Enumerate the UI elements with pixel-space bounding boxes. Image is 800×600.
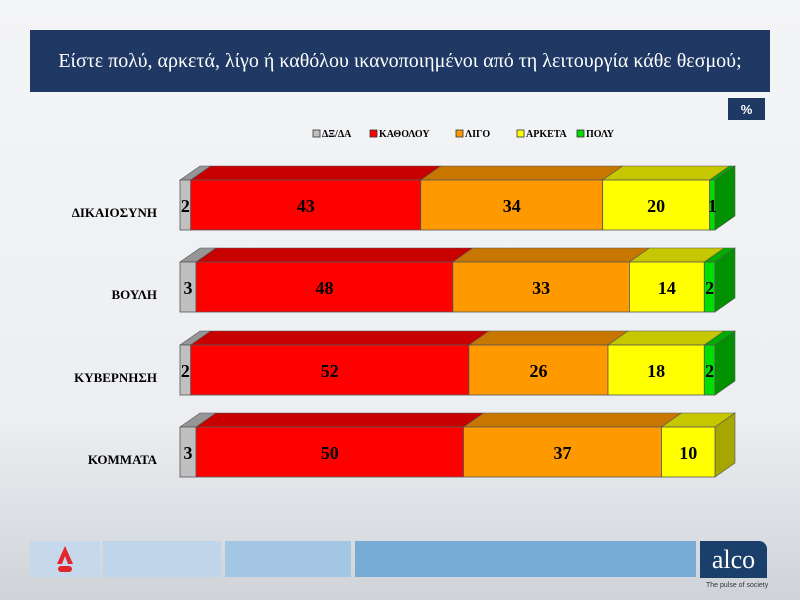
bar-top-face: [451, 247, 651, 263]
data-label: 14: [658, 278, 676, 298]
page-title: Είστε πολύ, αρκετά, λίγο ή καθόλου ικανο…: [30, 30, 770, 92]
legend-label: ΛΙΓΟ: [465, 129, 490, 140]
bar-segment: [602, 179, 711, 231]
bar-top-face: [189, 165, 442, 181]
data-label: 2: [181, 361, 190, 381]
bar-segment: [661, 426, 716, 478]
bar-segment: [629, 261, 705, 313]
unit-badge: %: [728, 98, 765, 120]
data-label: 43: [297, 196, 315, 216]
alpha-logo-icon: [57, 546, 73, 572]
bar-top-face: [195, 412, 485, 428]
bar-segment: [190, 179, 422, 231]
category-label: ΚΟΜΜΑΤΑ: [88, 452, 158, 467]
legend-label: ΑΡΚΕΤΑ: [526, 129, 567, 140]
category-label: ΚΥΒΕΡΝΗΣΗ: [74, 370, 157, 385]
bar-top-face: [189, 330, 490, 346]
bar-segment: [195, 426, 464, 478]
data-label: 33: [532, 278, 550, 298]
data-label: 3: [184, 443, 193, 463]
category-label: ΔΙΚΑΙΟΣΥΝΗ: [72, 205, 157, 220]
data-label: 10: [679, 443, 697, 463]
legend-label: ΔΞ/ΔΑ: [322, 129, 352, 140]
legend-swatch: [516, 129, 525, 138]
bar-segment: [607, 344, 705, 396]
bar-top-face: [601, 165, 731, 181]
legend-swatch: [455, 129, 464, 138]
bar-top-face: [462, 412, 683, 428]
legend-swatch: [576, 129, 585, 138]
bar-segment: [195, 261, 454, 313]
alco-logo: alco: [700, 541, 767, 578]
data-label: 3: [184, 278, 193, 298]
data-label: 52: [321, 361, 339, 381]
footer-bar-1: [103, 541, 221, 577]
bar-segment: [703, 261, 716, 313]
bar-segment: [468, 344, 609, 396]
tagline: The pulse of society: [706, 582, 769, 589]
data-label: 48: [315, 278, 333, 298]
data-label: 2: [705, 361, 714, 381]
bar-segment: [709, 179, 716, 231]
data-label: 1: [708, 196, 717, 216]
data-label: 34: [503, 196, 521, 216]
bar-top-face: [419, 165, 624, 181]
bar-top-face: [467, 330, 629, 346]
legend-label: ΠΟΛΥ: [586, 129, 615, 140]
footer-bar-3: [355, 541, 696, 577]
data-label: 2: [181, 196, 190, 216]
data-label: 50: [321, 443, 339, 463]
alpha-logo-panel: [30, 541, 100, 577]
data-label: 26: [529, 361, 547, 381]
data-label: 2: [705, 278, 714, 298]
bar-segment: [190, 344, 470, 396]
category-label: ΒΟΥΛΗ: [111, 287, 157, 302]
bar-segment: [452, 261, 630, 313]
data-label: 20: [647, 196, 665, 216]
data-label: 37: [554, 443, 572, 463]
data-label: 18: [647, 361, 665, 381]
legend-label: ΚΑΘΟΛΟΥ: [379, 129, 430, 140]
legend-swatch: [369, 129, 378, 138]
stacked-bar-chart: ΔΞ/ΔΑ ΚΑΘΟΛΟΥ ΛΙΓΟ ΑΡΚΕΤΑ ΠΟΛΥ ΔΙΚΑΙΟΣΥΝΗ 2 43 3…: [72, 129, 736, 478]
legend-swatch: [312, 129, 321, 138]
footer-bar-2: [225, 541, 351, 577]
bar-segment: [703, 344, 716, 396]
bar-top-face: [195, 247, 474, 263]
